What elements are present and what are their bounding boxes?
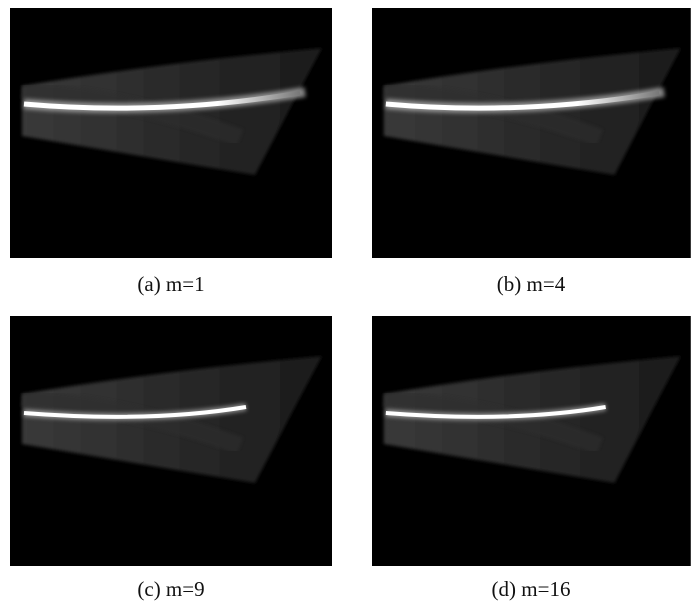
figure: (a) m=1 (b) m=4 (c) m=9 (d) m=16 xyxy=(0,0,696,605)
caption: (b) m=4 xyxy=(497,272,566,296)
page: (a) m=1 (b) m=4 (c) m=9 (d) m=16 (() => … xyxy=(0,0,696,605)
caption: (c) m=9 xyxy=(137,577,204,601)
panel-d xyxy=(372,316,691,566)
caption: (a) m=1 xyxy=(137,272,204,296)
panel-c xyxy=(10,316,332,566)
panel-a xyxy=(10,8,332,258)
panel-b xyxy=(372,8,691,258)
caption: (d) m=16 xyxy=(492,577,571,601)
